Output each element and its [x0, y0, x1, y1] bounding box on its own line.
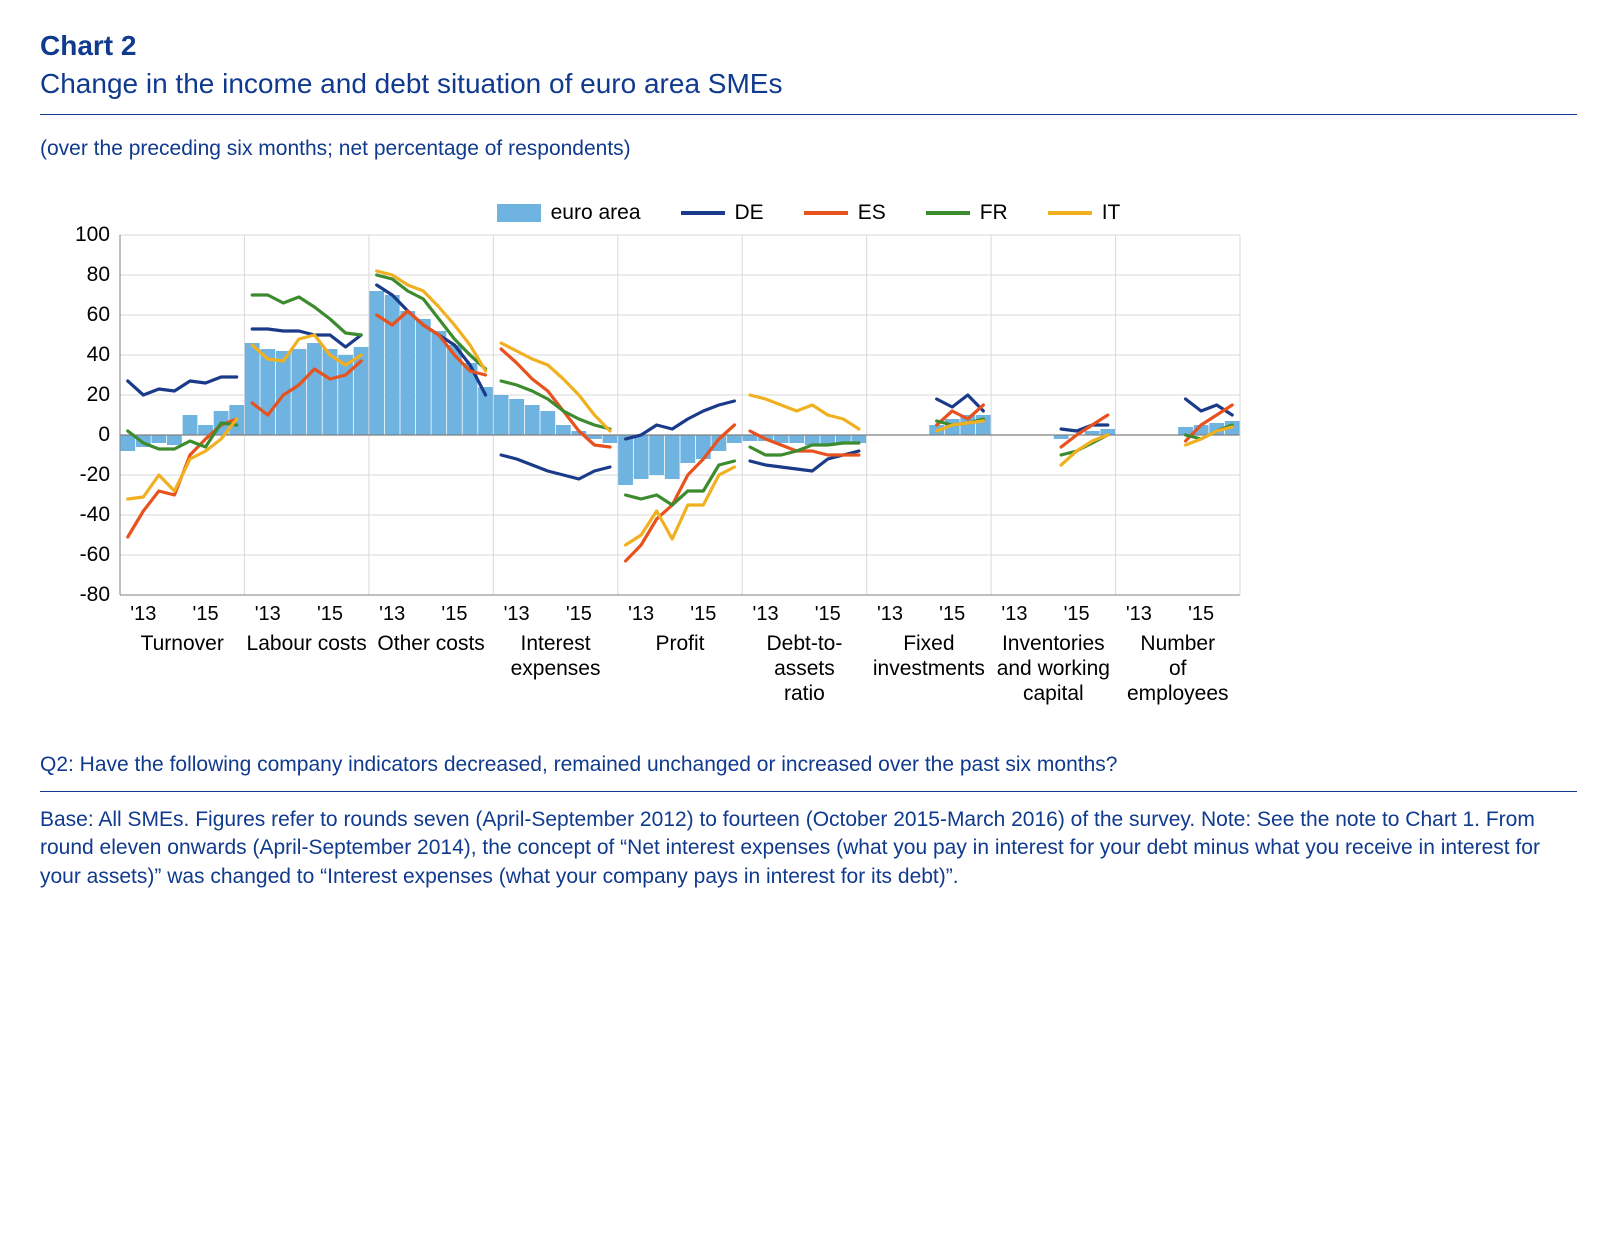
legend-item-FR: FR [926, 201, 1008, 225]
category-label: Numberofemployees [1109, 631, 1247, 707]
category-label: Other costs [362, 631, 500, 656]
chart-subtitle: (over the preceding six months; net perc… [40, 137, 1577, 161]
category-label: Inventoriesand workingcapital [984, 631, 1122, 707]
legend-item-IT: IT [1048, 201, 1121, 225]
legend-item-ES: ES [804, 201, 886, 225]
category-label: Labour costs [237, 631, 375, 656]
legend: euro area DE ES FR IT [40, 201, 1577, 225]
category-label: Debt-to-assetsratio [735, 631, 873, 707]
chart-page: Chart 2 Change in the income and debt si… [0, 0, 1617, 1235]
legend-item-bar: euro area [497, 201, 641, 225]
rule-bottom [40, 791, 1577, 792]
category-label: Interestexpenses [486, 631, 624, 681]
category-label: Turnover [113, 631, 251, 656]
chart-title: Change in the income and debt situation … [40, 68, 1577, 100]
chart-plot: -80-60-40-20020406080100 '13'15'13'15'13… [60, 235, 1577, 725]
category-label: Fixedinvestments [860, 631, 998, 681]
category-label: Profit [611, 631, 749, 656]
rule-top [40, 114, 1577, 115]
chart-number: Chart 2 [40, 30, 1577, 62]
question-text: Q2: Have the following company indicator… [40, 753, 1577, 777]
legend-item-DE: DE [681, 201, 764, 225]
chart-notes: Base: All SMEs. Figures refer to rounds … [40, 806, 1577, 891]
